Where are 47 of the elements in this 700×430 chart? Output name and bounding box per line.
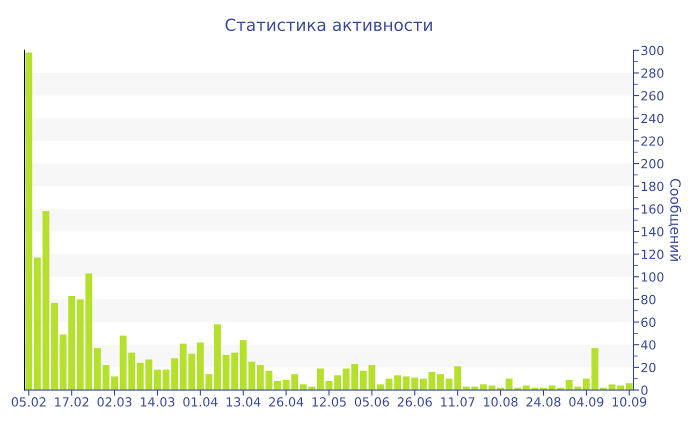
bar <box>136 362 144 390</box>
x-tick-label: 12.05 <box>312 397 346 407</box>
x-tick-label: 05.02 <box>12 397 46 407</box>
bar <box>128 352 136 390</box>
y-tick-label: 200 <box>641 159 664 168</box>
x-tick-label: 05.06 <box>354 397 389 407</box>
y-tick-label: 160 <box>642 204 664 214</box>
y-tick-label: 140 <box>642 226 664 236</box>
y-tick-label: 20 <box>641 362 656 372</box>
x-tick-label: 14.03 <box>140 397 174 407</box>
y-tick-label: 0 <box>641 385 648 395</box>
y-tick-label: 180 <box>642 182 664 192</box>
bar <box>248 362 256 390</box>
y-tick-label: 120 <box>642 250 664 260</box>
y-axis-title: Сообщений <box>668 178 682 261</box>
y-tick-label: 40 <box>641 340 656 350</box>
x-tick-label: 02.03 <box>97 397 132 407</box>
chart-title: Статистика активности <box>226 18 432 32</box>
y-tick-label: 280 <box>641 68 664 78</box>
bar <box>360 370 367 390</box>
y-tick-label: 300 <box>641 46 664 56</box>
x-tick-label: 04.09 <box>569 397 604 407</box>
x-tick-label: 13.04 <box>226 397 260 407</box>
y-tick-label: 60 <box>641 318 656 327</box>
bar <box>240 340 247 390</box>
bar <box>180 344 187 390</box>
bar <box>351 364 358 390</box>
y-tick-label: 240 <box>641 114 664 124</box>
y-tick-label: 100 <box>642 272 664 282</box>
x-tick-label: 10.09 <box>612 397 646 407</box>
x-tick-label: 26.04 <box>269 397 304 407</box>
y-tick-label: 260 <box>641 91 664 101</box>
bar <box>25 52 32 390</box>
bar <box>76 299 84 390</box>
bar <box>626 383 633 390</box>
x-tick-label: 01.04 <box>183 397 218 407</box>
y-tick-label: 220 <box>641 136 664 146</box>
bar <box>188 354 196 390</box>
x-tick-label: 17.02 <box>55 397 88 407</box>
x-tick-label: 24.08 <box>526 397 560 407</box>
bar <box>411 378 418 390</box>
bar <box>291 374 298 390</box>
x-tick-label: 11.07 <box>441 397 474 407</box>
x-tick-label: 26.06 <box>398 397 432 407</box>
x-tick-label: 10.08 <box>484 397 518 407</box>
y-tick-label: 80 <box>641 294 656 304</box>
bar <box>402 376 410 390</box>
